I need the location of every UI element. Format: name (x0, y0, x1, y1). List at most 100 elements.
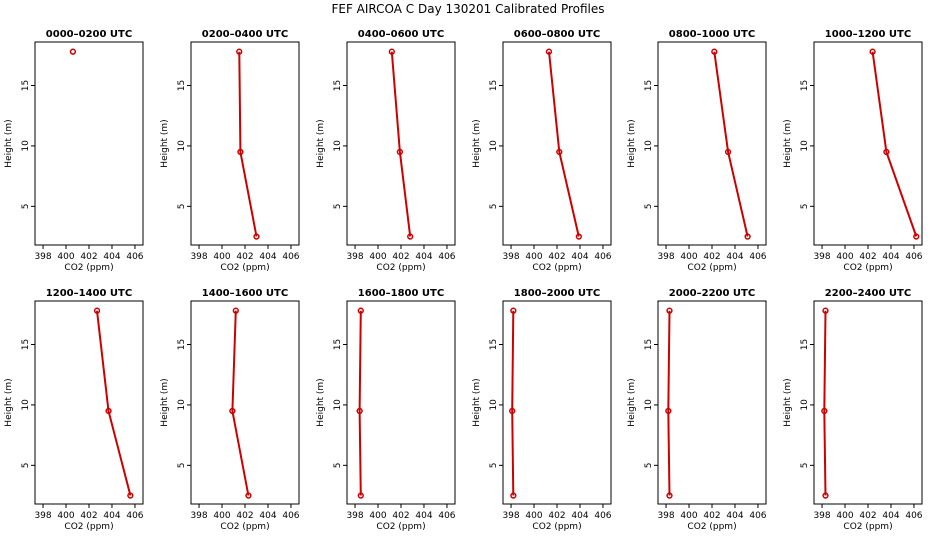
panel-grid: 0000–0200 UTC 398 400 402 404 406 5 10 15 CO2 (pp… (4, 29, 923, 532)
y-axis-label: Height (m) (160, 378, 170, 426)
y-axis-label: Height (m) (4, 119, 14, 167)
profile-point (666, 492, 673, 499)
figure-title: FEF AIRCOA C Day 130201 Calibrated Profi… (331, 2, 604, 16)
y-tick-label: 5 (800, 203, 810, 209)
x-tick-label: 406 (282, 511, 299, 521)
y-axis-label: Height (m) (316, 119, 326, 167)
y-tick-label: 15 (800, 339, 810, 350)
profile-point (237, 148, 244, 156)
x-tick-label: 398 (34, 511, 51, 521)
profile-line (96, 310, 132, 496)
y-tick-label: 15 (333, 80, 343, 91)
profile-point (388, 48, 395, 55)
x-tick-label: 404 (882, 252, 899, 262)
y-axis-label: Height (m) (783, 119, 793, 167)
y-tick-label: 5 (489, 203, 499, 209)
profile-point (711, 48, 718, 55)
y-axis-label: Height (m) (160, 119, 170, 167)
profile-point (883, 148, 890, 156)
profile-point (822, 492, 829, 499)
x-tick-label: 400 (213, 511, 230, 521)
x-tick-label: 406 (594, 511, 611, 521)
y-tick-label: 15 (644, 80, 654, 91)
panel-5: 0800–1000 UTC 398 400 402 404 406 5 10 15 CO2 (pp… (627, 29, 767, 273)
x-tick-label: 402 (859, 511, 876, 521)
x-tick-label: 398 (190, 511, 207, 521)
x-tick-label: 398 (657, 511, 674, 521)
x-tick-label: 406 (749, 252, 766, 262)
y-axis-label: Height (m) (627, 119, 637, 167)
x-tick-label: 400 (836, 511, 853, 521)
panel-frame (346, 300, 456, 505)
x-tick-label: 402 (236, 252, 253, 262)
panel-frame (657, 300, 767, 505)
x-axis-label: CO2 (ppm) (687, 522, 736, 532)
panel-frame (190, 41, 300, 246)
panel-title: 1800–2000 UTC (514, 288, 600, 299)
x-axis-label: CO2 (ppm) (843, 263, 892, 273)
y-tick-label: 10 (800, 140, 810, 152)
profile-point (510, 492, 517, 499)
x-tick-label: 398 (813, 252, 830, 262)
x-tick-label: 406 (594, 252, 611, 262)
panel-frame (346, 41, 456, 246)
x-tick-label: 404 (726, 252, 743, 262)
x-tick-label: 402 (548, 511, 565, 521)
profile-line (511, 310, 515, 496)
x-tick-label: 402 (392, 252, 409, 262)
panel-2: 0200–0400 UTC 398 400 402 404 406 5 10 15 CO2 (pp… (160, 29, 300, 273)
profile-line (823, 310, 827, 496)
panel-3: 0400–0600 UTC 398 400 402 404 406 5 10 15 CO2 (pp… (316, 29, 456, 273)
panel-title: 0600–0800 UTC (514, 29, 600, 40)
profile-point (666, 307, 673, 314)
profile-point (396, 148, 404, 156)
y-tick-label: 10 (333, 399, 343, 411)
profile-point (724, 148, 732, 156)
panel-title: 2000–2200 UTC (669, 288, 755, 299)
x-axis-label: CO2 (ppm) (532, 263, 581, 273)
y-tick-label: 5 (333, 462, 343, 468)
x-tick-label: 398 (346, 252, 363, 262)
profile-point (236, 48, 243, 55)
profile-point (93, 307, 101, 314)
y-tick-label: 10 (800, 399, 810, 411)
profile-point (510, 307, 517, 314)
panel-title: 1600–1800 UTC (358, 288, 444, 299)
x-tick-label: 400 (680, 252, 697, 262)
profile-point (821, 407, 828, 415)
y-axis-label: Height (m) (472, 378, 482, 426)
y-axis-label: Height (m) (472, 119, 482, 167)
panel-frame (813, 41, 923, 246)
x-axis-label: CO2 (ppm) (376, 522, 425, 532)
x-tick-label: 402 (703, 511, 720, 521)
y-tick-label: 10 (177, 140, 187, 152)
profile-point (69, 48, 77, 55)
x-tick-label: 402 (859, 252, 876, 262)
x-tick-label: 398 (190, 252, 207, 262)
y-tick-label: 15 (800, 80, 810, 91)
y-axis-label: Height (m) (316, 378, 326, 426)
panel-8: 1400–1600 UTC 398 400 402 404 406 5 10 15 CO2 (pp… (160, 288, 300, 532)
x-tick-label: 400 (525, 252, 542, 262)
panel-9: 1600–1800 UTC 398 400 402 404 406 5 10 15 CO2 (pp… (316, 288, 456, 532)
profile-point (869, 48, 876, 55)
y-tick-label: 10 (489, 140, 499, 152)
x-tick-label: 400 (57, 252, 74, 262)
profile-point (744, 233, 751, 240)
x-tick-label: 404 (415, 252, 432, 262)
x-tick-label: 398 (502, 511, 519, 521)
profile-point (127, 492, 134, 499)
panel-frame (813, 300, 923, 505)
profile-point (105, 407, 112, 415)
x-tick-label: 404 (726, 511, 743, 521)
y-tick-label: 5 (177, 203, 187, 209)
y-tick-label: 10 (177, 399, 187, 411)
panel-11: 2000–2200 UTC 398 400 402 404 406 5 10 15 CO2 (pp… (627, 288, 767, 532)
x-tick-label: 406 (905, 511, 922, 521)
y-tick-label: 5 (644, 462, 654, 468)
panel-7: 1200–1400 UTC 398 400 402 404 406 5 10 15 CO2 (pp… (4, 288, 144, 532)
x-tick-label: 402 (80, 511, 97, 521)
x-tick-label: 402 (236, 511, 253, 521)
profile-line (231, 310, 250, 496)
x-tick-label: 404 (571, 252, 588, 262)
